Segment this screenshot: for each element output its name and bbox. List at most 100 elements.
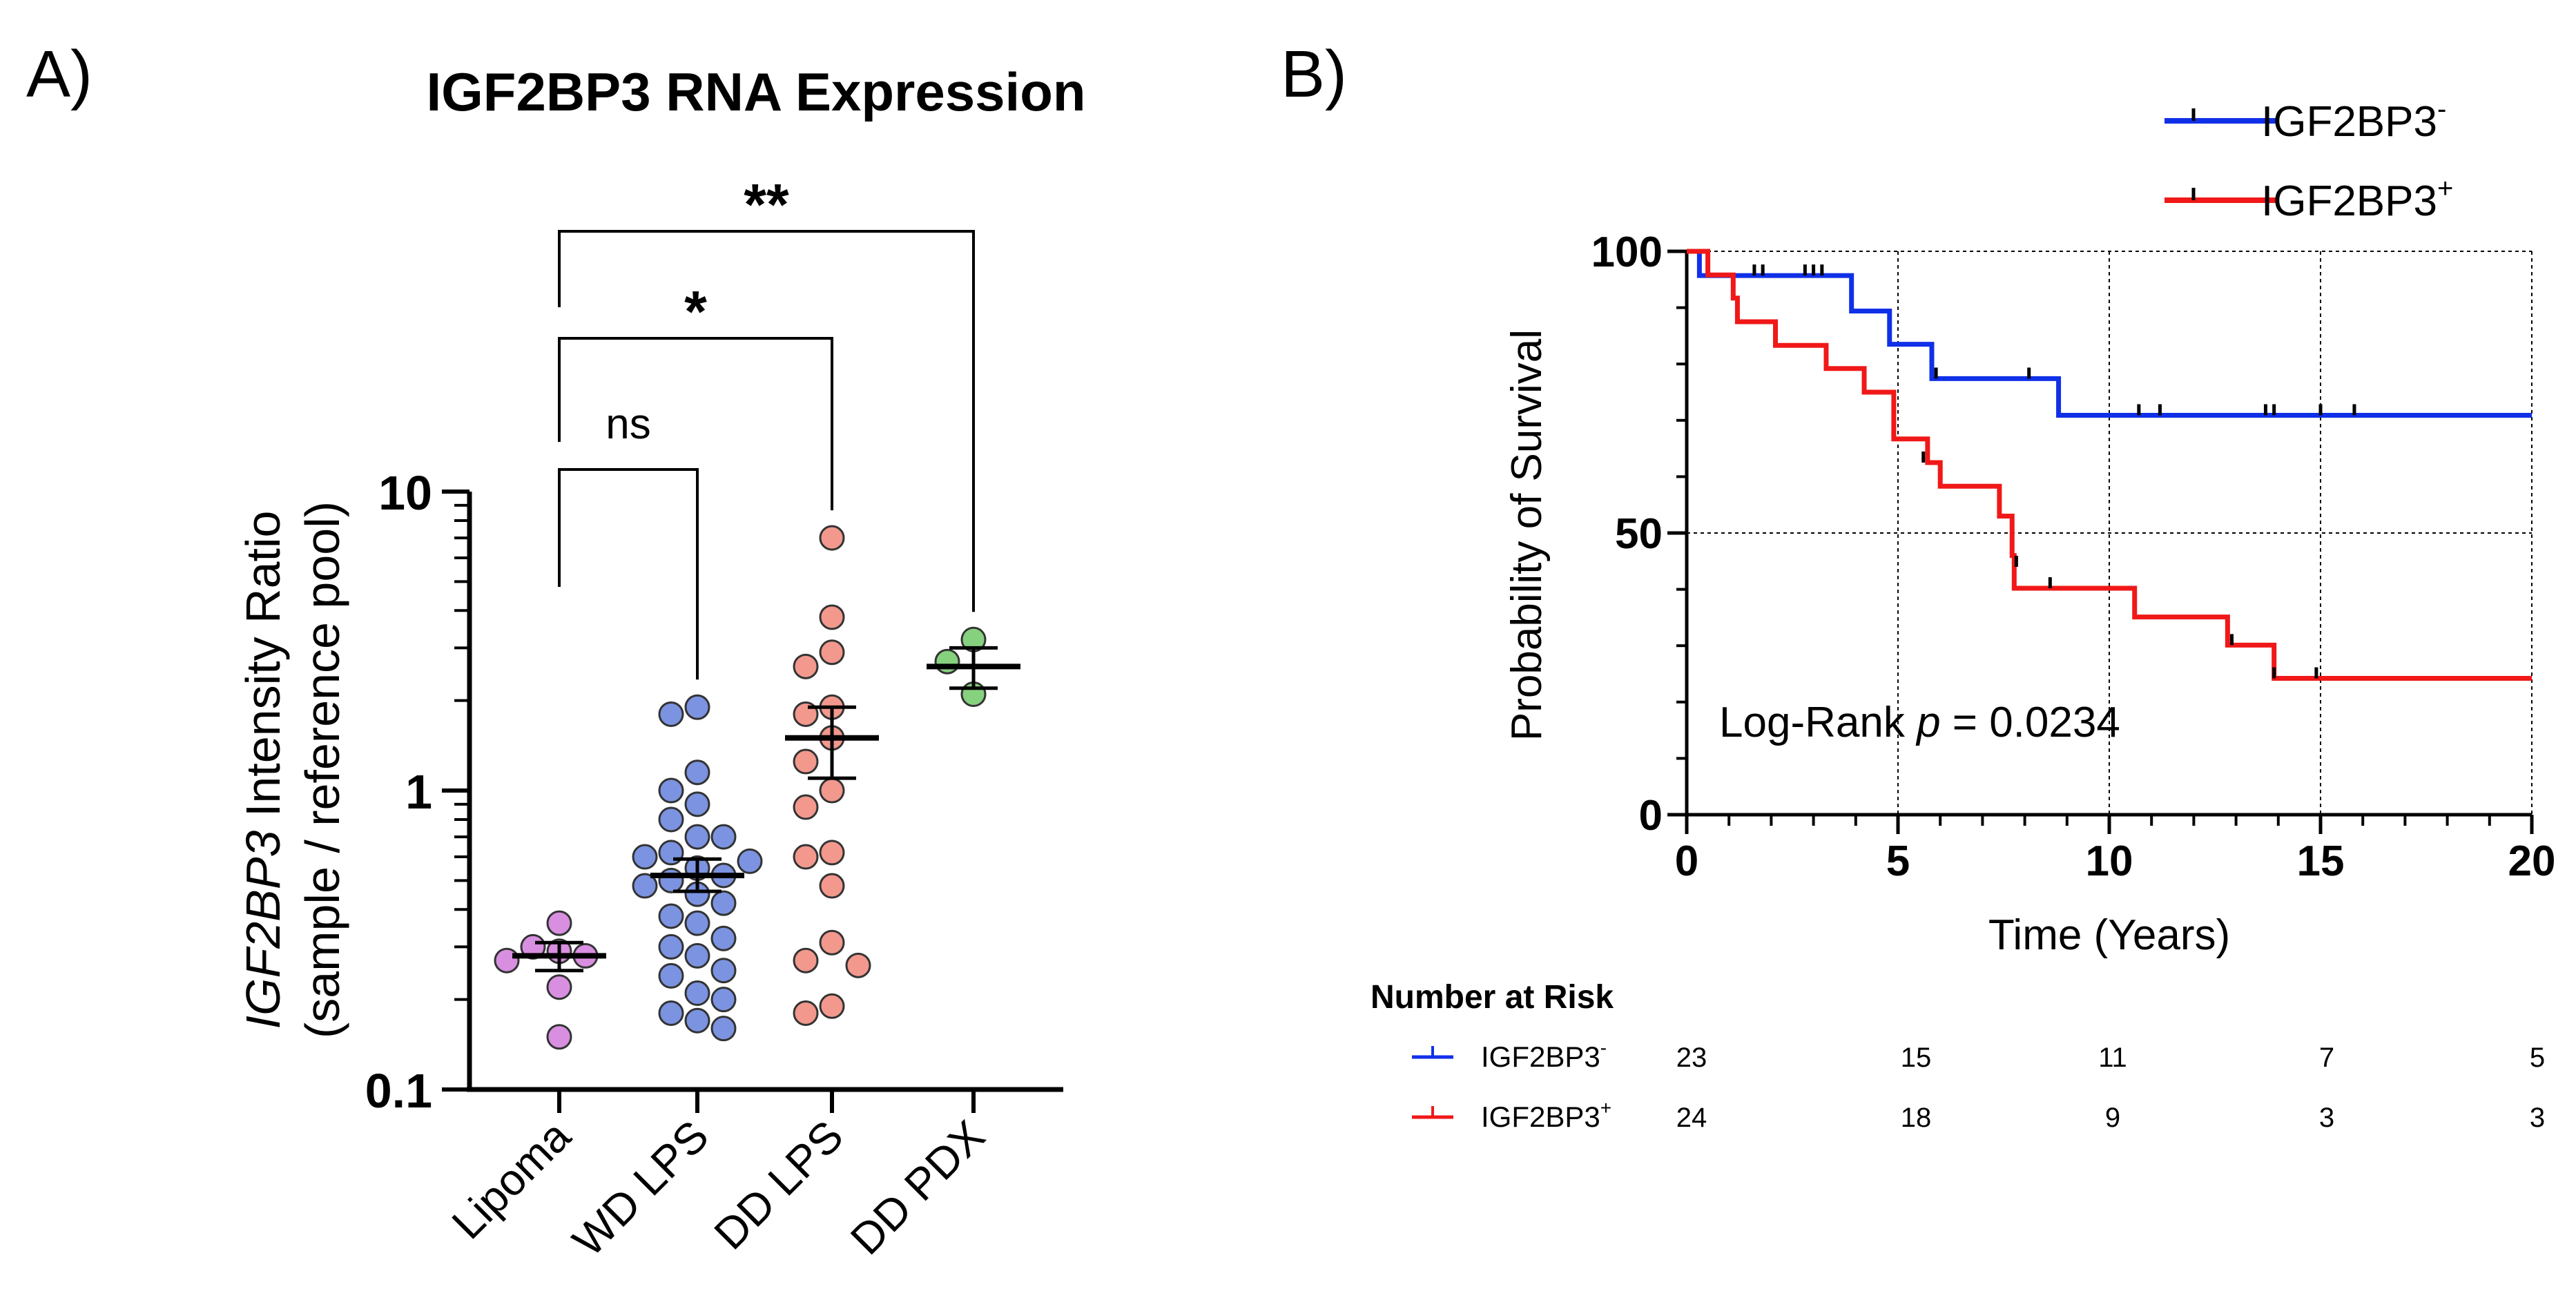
significance-bracket [558, 230, 975, 612]
data-point [819, 639, 845, 666]
panel-a-ylabel-gene: IGF2BP3 [236, 830, 290, 1029]
panel-b-xlabel: Time (Years) [1988, 911, 2230, 959]
risk-count: 5 [2530, 1043, 2545, 1073]
panel-a-title: IGF2BP3 RNA Expression [426, 61, 1085, 122]
y-tick-label: 10 [378, 466, 432, 520]
risk-row-label: IGF2BP3+ [1481, 1097, 1611, 1133]
panel-b-ylabel: Probability of Survival [1503, 329, 1551, 741]
data-point [819, 777, 845, 804]
significance-label: * [684, 279, 707, 344]
data-point [658, 701, 684, 727]
data-point [793, 794, 819, 820]
risk-count: 24 [1676, 1103, 1707, 1133]
data-point [934, 648, 960, 675]
risk-table: Number at Risk IGF2BP3- 23 15 11 7 5 IGF2BP3+ 2… [1371, 979, 2545, 1133]
legend-label: IGF2BP3+ [2261, 173, 2453, 225]
panel-b-y-ticks: 0 50 100 [1591, 229, 1687, 840]
panel-a-significance-brackets: ns*** [558, 172, 975, 680]
panel-a-label: A) [26, 37, 93, 111]
data-point [546, 1024, 572, 1050]
panel-b-label: B) [1281, 37, 1347, 111]
risk-count: 15 [1901, 1043, 1932, 1073]
data-point [793, 947, 819, 974]
data-point [710, 1016, 737, 1042]
significance-label: ** [744, 172, 789, 237]
y-tick-label: 1 [405, 765, 432, 819]
data-point [546, 974, 572, 1000]
data-point [684, 942, 710, 969]
panel-a-ylabel: IGF2BP3 Intensity Ratio (sample / refere… [236, 501, 349, 1038]
significance-bracket [558, 337, 833, 511]
risk-count: 9 [2105, 1103, 2120, 1133]
data-point [710, 925, 737, 951]
risk-count: 23 [1676, 1043, 1707, 1073]
data-point [710, 890, 737, 916]
x-tick-label: 10 [2086, 837, 2133, 885]
data-point [684, 824, 710, 850]
data-point [793, 844, 819, 870]
data-point [546, 910, 572, 936]
significance-label: ns [606, 400, 650, 448]
data-point [658, 867, 684, 893]
data-point [684, 910, 710, 936]
y-tick-label: 0.1 [365, 1064, 432, 1118]
svg-text:Probability of Survival: Probability of Survival [1503, 329, 1551, 741]
panel-a-y-ticks: 0.1 1 10 [365, 466, 469, 1118]
data-point [658, 962, 684, 989]
risk-count: 7 [2319, 1043, 2334, 1073]
x-tick-label: Lipoma [443, 1111, 581, 1249]
data-point [684, 1007, 710, 1034]
legend-label: IGF2BP3- [2261, 94, 2446, 146]
data-point [658, 806, 684, 833]
data-point [793, 748, 819, 775]
x-tick-label: 0 [1675, 837, 1698, 885]
data-point [494, 947, 520, 974]
panel-b-legend: IGF2BP3- IGF2BP3+ [2165, 94, 2453, 225]
data-point [710, 987, 737, 1013]
data-point [684, 791, 710, 817]
panel-a-ylabel-rest: Intensity Ratio [236, 511, 290, 831]
data-point [710, 958, 737, 984]
data-point [819, 873, 845, 899]
survival-curve [1687, 249, 2532, 681]
panel-b-grid [1687, 251, 2533, 815]
panel-a-ylabel-line2: (sample / reference pool) [296, 501, 349, 1038]
data-point [845, 952, 871, 978]
data-point [658, 933, 684, 960]
panel-b-curves [1687, 249, 2532, 681]
data-point [632, 844, 658, 870]
data-point [658, 777, 684, 804]
panel-b: B) IGF2BP3- IGF2BP3+ 0 50 100 0 5 10 15 20 Prob… [1281, 37, 2555, 1133]
risk-count: 3 [2319, 1103, 2334, 1133]
risk-count: 3 [2530, 1103, 2545, 1133]
y-tick-label: 100 [1591, 229, 1663, 276]
data-point [819, 525, 845, 551]
x-tick-label: DD PDX [841, 1111, 994, 1264]
data-point [684, 980, 710, 1006]
data-point [819, 929, 845, 956]
significance-bracket [558, 468, 699, 680]
x-tick-label: 15 [2297, 837, 2345, 885]
data-point [819, 993, 845, 1019]
x-tick-label: WD LPS [563, 1111, 717, 1266]
data-point [793, 653, 819, 679]
data-point [819, 604, 845, 630]
x-tick-label: DD LPS [705, 1111, 853, 1259]
data-point [793, 1000, 819, 1026]
data-point [632, 873, 658, 899]
data-point [819, 840, 845, 866]
y-tick-label: 50 [1615, 510, 1663, 558]
y-tick-label: 0 [1639, 792, 1663, 840]
panel-a: A) IGF2BP3 RNA Expression IGF2BP3 Intens… [26, 37, 1086, 1266]
panel-b-x-ticks: 0 5 10 15 20 [1675, 815, 2556, 885]
svg-text:IGF2BP3 Intensity Ratio: IGF2BP3 Intensity Ratio [236, 511, 290, 1029]
x-tick-label: 20 [2508, 837, 2556, 885]
data-point [658, 840, 684, 866]
panel-a-means [512, 646, 1020, 973]
data-point [658, 1000, 684, 1026]
data-point [737, 848, 763, 874]
risk-row-label: IGF2BP3- [1481, 1037, 1607, 1073]
data-point [658, 903, 684, 929]
